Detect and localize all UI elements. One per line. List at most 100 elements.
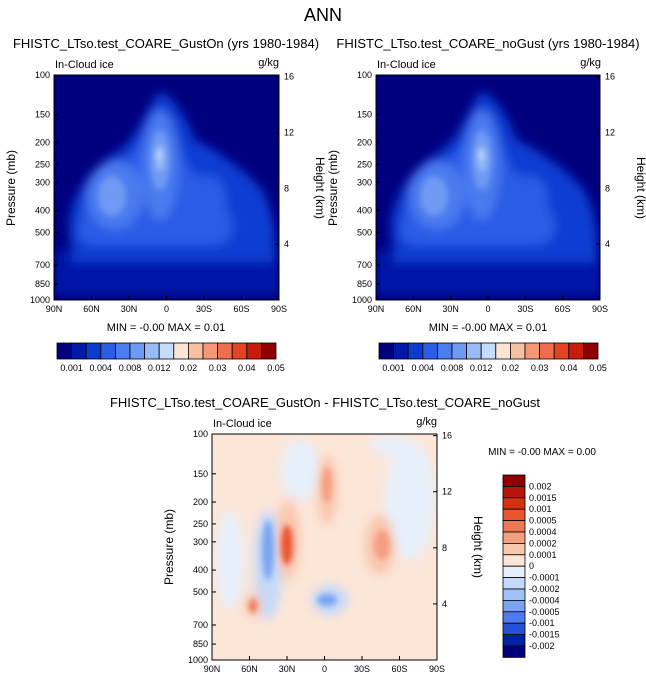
region-pos-nh-core <box>281 525 293 565</box>
units-label: g/kg <box>580 57 601 69</box>
colorbar-label: -0.0005 <box>529 607 560 617</box>
y-tick-label: 1000 <box>352 295 372 305</box>
x-tick-label: 90N <box>204 664 221 674</box>
x-tick-label: 30N <box>121 304 138 314</box>
axes: Pressure (mb) Height (km) MIN = -0.00 MA… <box>326 150 646 334</box>
x-tick-label: 90S <box>592 304 608 314</box>
y-tick-label: 100 <box>35 70 50 80</box>
colorbar-label: 0.001 <box>382 363 405 373</box>
y-tick-label: 500 <box>35 227 50 237</box>
colorbar-swatch <box>509 342 526 360</box>
colorbar-label: 0.05 <box>267 363 285 373</box>
x-tick-label: 60N <box>241 664 258 674</box>
colorbar-swatch <box>502 554 526 567</box>
page-title: ANN <box>304 5 342 25</box>
colorbar-label: 0.0002 <box>529 538 557 548</box>
y2-axis-title: Height (km) <box>634 157 646 219</box>
height-tick-label: 16 <box>284 72 294 82</box>
x-tick-label: 90S <box>429 664 445 674</box>
colorbar-label: -0.0004 <box>529 595 560 605</box>
colorbar-swatch <box>231 342 248 360</box>
y-tick-label: 150 <box>193 469 208 479</box>
height-tick-label: 4 <box>284 239 289 249</box>
colorbar-label: -0.001 <box>529 618 555 628</box>
panel-difference: FHISTC_LTso.test_COARE_GustOn - FHISTC_L… <box>110 395 596 661</box>
y-axis-title: Pressure (mb) <box>326 150 340 226</box>
x-tick-label: 0 <box>322 664 327 674</box>
y-axis-title: Pressure (mb) <box>4 150 18 226</box>
colorbar-swatch <box>422 342 438 360</box>
colorbar-label: 0.05 <box>589 363 607 373</box>
region-sh-max <box>512 176 548 224</box>
x-tick-label: 60S <box>233 304 249 314</box>
region-neg-eq-core <box>317 594 337 606</box>
axes: Pressure (mb) Height (km) MIN = -0.00 MA… <box>4 150 327 334</box>
colorbar-swatch <box>553 342 570 360</box>
colorbar-swatch <box>202 342 219 360</box>
colorbar-label: 0.0004 <box>529 527 557 537</box>
panel-axes-0: 90N 60N 30N 0 30S 60S 90S 100 150 200 250 300 400 500… <box>30 70 294 314</box>
region-eq-tip <box>157 150 161 160</box>
colorbar-swatch <box>407 342 424 360</box>
x-tick-label: 90N <box>46 304 63 314</box>
field-label: In-Cloud ice <box>55 59 114 71</box>
colorbar-swatch <box>502 520 526 533</box>
colorbar-swatch <box>502 543 526 556</box>
region-neg-nh-core <box>262 520 274 580</box>
colorbar-label: 0.012 <box>148 363 171 373</box>
colorbar-label: 0.03 <box>209 363 227 373</box>
y-tick-label: 850 <box>193 639 208 649</box>
colorbar-swatch <box>100 342 116 360</box>
colorbar-label: 0.03 <box>531 363 549 373</box>
colorbar-label: 0.004 <box>412 363 435 373</box>
colorbar-swatch <box>524 342 541 360</box>
colorbar-swatch <box>71 342 87 360</box>
region-sh-max <box>190 176 226 224</box>
colorbar-swatch <box>173 342 189 360</box>
y-tick-label: 700 <box>35 260 50 270</box>
panel-title: FHISTC_LTso.test_COARE_GustOn - FHISTC_L… <box>110 395 540 410</box>
region-neg-top <box>370 435 410 455</box>
colorbar-swatch <box>393 342 409 360</box>
colorbar-swatch <box>502 588 526 601</box>
y-tick-label: 1000 <box>188 655 208 665</box>
colorbar-label: 0.0001 <box>529 550 557 560</box>
colorbar-swatch <box>502 634 526 647</box>
colorbar-1: 0.001 0.004 0.008 0.012 0.02 0.03 0.04 0.05 <box>378 342 607 373</box>
min-max-label: MIN = -0.00 MAX = 0.01 <box>107 322 226 334</box>
colorbar-label: 0.02 <box>502 363 520 373</box>
height-tick-label: 4 <box>442 599 447 609</box>
field-label: In-Cloud ice <box>377 59 436 71</box>
y-tick-label: 850 <box>357 279 372 289</box>
colorbar-swatch <box>502 497 526 510</box>
x-tick-label: 90N <box>368 304 385 314</box>
contour-field <box>376 75 600 300</box>
y-tick-label: 100 <box>193 429 208 439</box>
y-tick-label: 850 <box>35 279 50 289</box>
colorbar-swatch <box>502 622 526 636</box>
y-tick-label: 250 <box>35 160 50 170</box>
colorbar-swatch <box>502 577 526 590</box>
colorbar-swatch <box>436 342 453 360</box>
y-tick-label: 300 <box>35 177 50 187</box>
height-tick-label: 16 <box>605 72 615 82</box>
region-pos-eq-core <box>322 467 332 503</box>
x-tick-label: 30S <box>517 304 533 314</box>
colorbar-swatch <box>502 645 526 658</box>
x-tick-label: 90S <box>271 304 287 314</box>
contour-field <box>212 434 437 660</box>
x-tick-label: 30N <box>442 304 459 314</box>
x-tick-label: 30S <box>196 304 212 314</box>
colorbar-label: 0 <box>529 561 534 571</box>
colorbar-swatch <box>115 342 131 360</box>
panel-title: FHISTC_LTso.test_COARE_noGust (yrs 1980-… <box>336 36 639 51</box>
colorbar-label: 0.004 <box>90 363 113 373</box>
y-tick-label: 500 <box>193 587 208 597</box>
x-tick-label: 60N <box>83 304 100 314</box>
y-tick-label: 200 <box>357 138 372 148</box>
units-label: g/kg <box>416 416 437 428</box>
colorbar-swatch <box>378 342 395 360</box>
colorbar-label: 0.008 <box>441 363 464 373</box>
colorbar-label: -0.0001 <box>529 573 560 583</box>
